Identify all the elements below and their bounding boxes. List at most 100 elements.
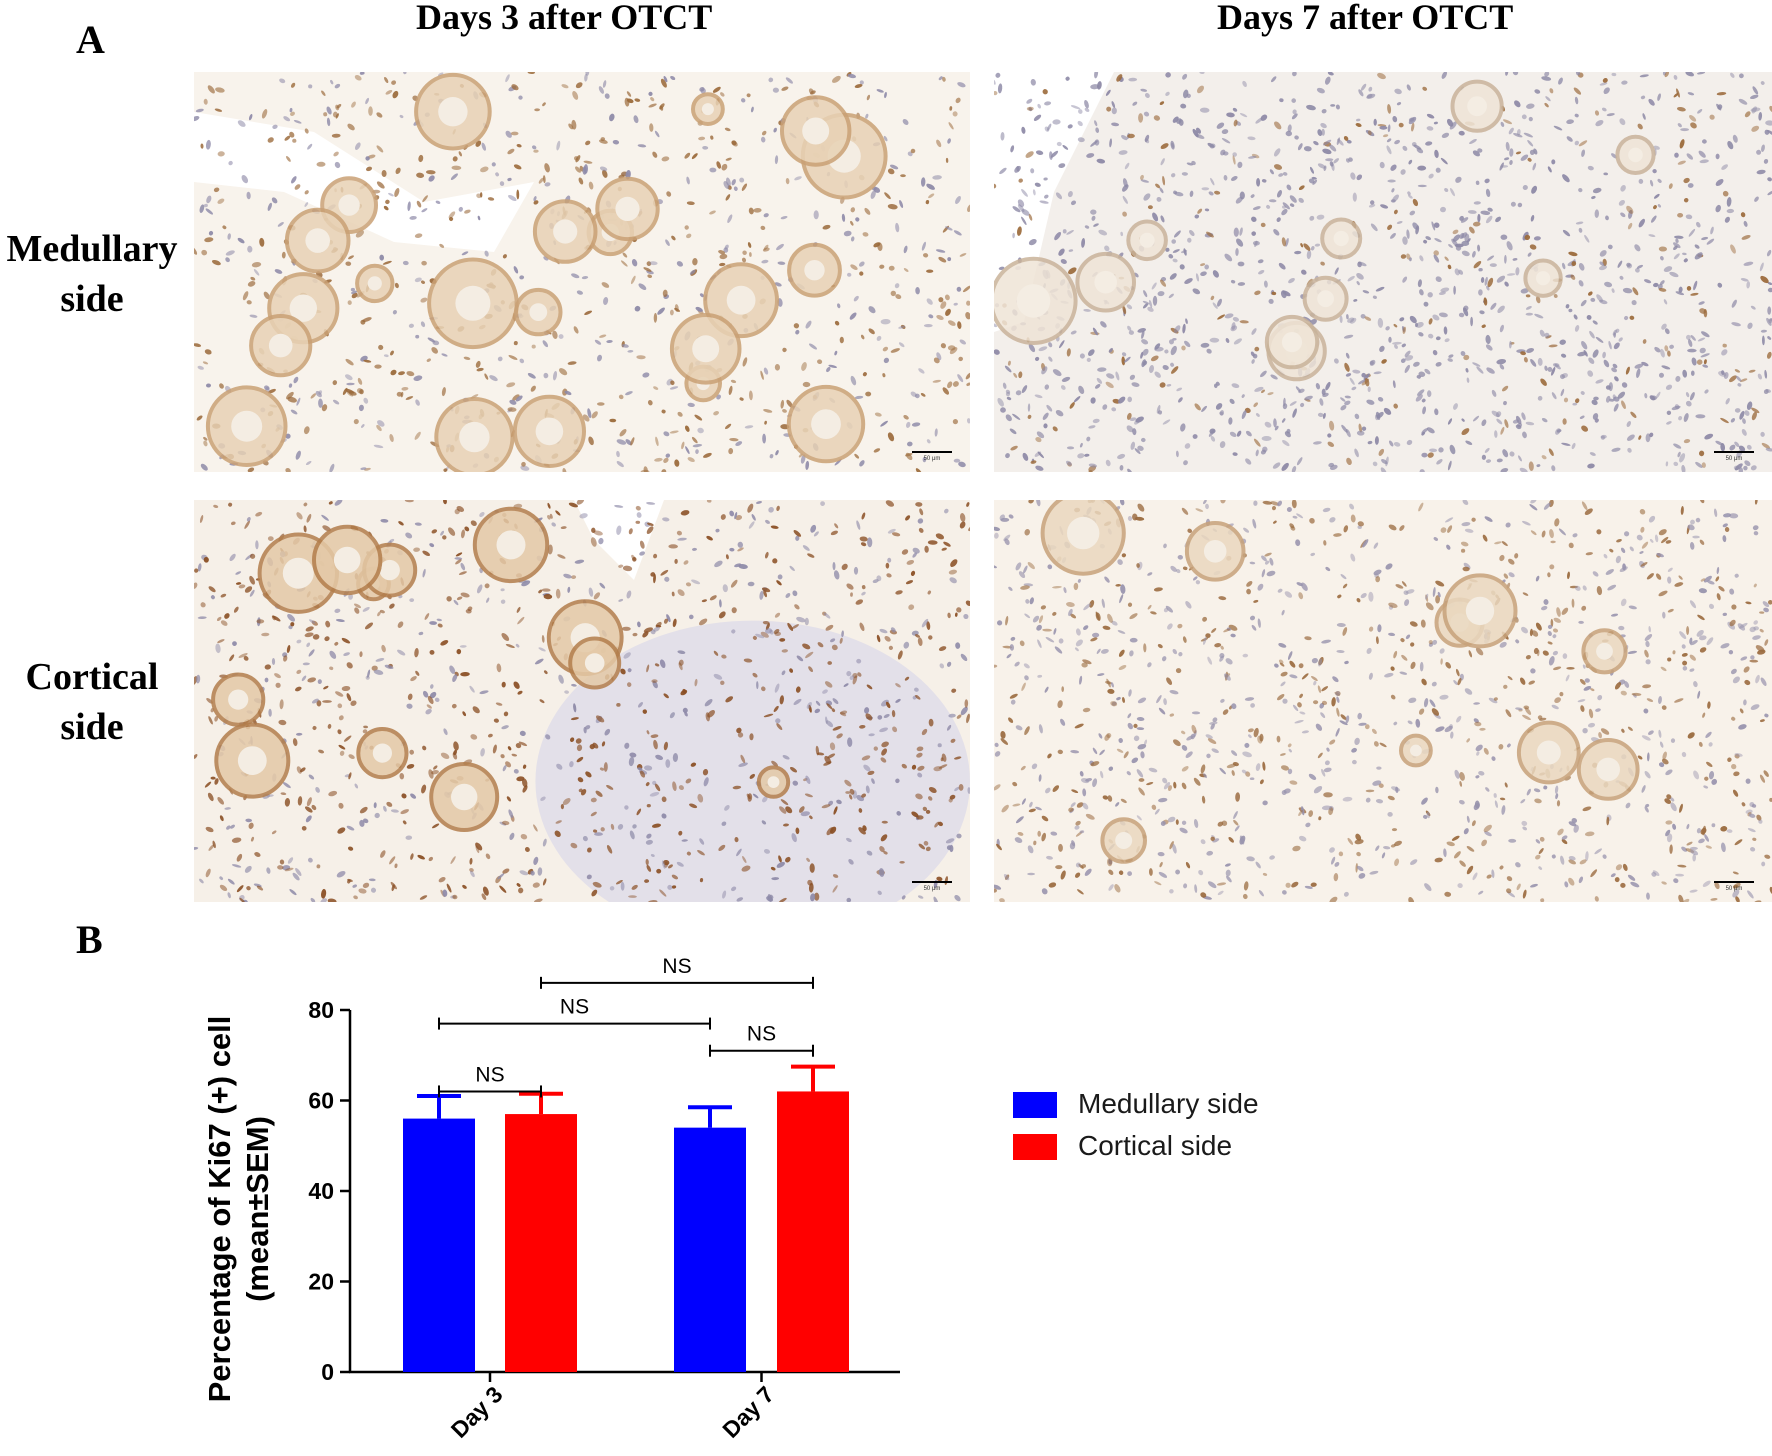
nucleus	[1528, 680, 1535, 685]
nucleus	[1622, 563, 1627, 571]
nucleus	[719, 599, 722, 608]
nucleus	[323, 685, 329, 690]
nucleus	[1405, 589, 1415, 594]
nucleus	[1533, 788, 1541, 793]
nucleus	[245, 818, 252, 823]
nucleus	[1659, 280, 1665, 286]
nucleus	[911, 764, 917, 770]
significance-bracket: NS	[540, 955, 814, 989]
row-heading-cortical-line1: Cortical	[25, 656, 159, 698]
nucleus	[1136, 815, 1142, 821]
nucleus	[722, 890, 727, 899]
nucleus	[1743, 261, 1754, 266]
nucleus	[1394, 858, 1400, 867]
nucleus	[1247, 728, 1254, 733]
nucleus	[1185, 601, 1192, 609]
nucleus	[249, 589, 255, 597]
nucleus	[1241, 410, 1247, 420]
nucleus	[1391, 786, 1401, 792]
nucleus	[1521, 114, 1527, 120]
nucleus	[310, 897, 316, 902]
row-heading-medullary: Medullary side	[0, 224, 184, 324]
nucleus	[1628, 209, 1633, 219]
nucleus	[1073, 396, 1081, 403]
nucleus	[872, 579, 879, 584]
nucleus	[217, 796, 225, 805]
nucleus	[1757, 373, 1763, 380]
cell-nuclei	[994, 72, 1772, 472]
nucleus	[599, 582, 606, 589]
nucleus	[723, 247, 729, 253]
nucleus	[847, 272, 852, 277]
nucleus	[1023, 663, 1030, 669]
nucleus	[1723, 513, 1732, 518]
nucleus	[1375, 636, 1379, 645]
nucleus	[1254, 386, 1264, 392]
nucleus	[1060, 259, 1067, 264]
follicle-oocyte	[338, 194, 360, 216]
nucleus	[1507, 743, 1511, 748]
nucleus	[760, 136, 766, 143]
nucleus	[994, 565, 997, 569]
nucleus	[584, 725, 591, 730]
nucleus	[627, 668, 632, 673]
nucleus	[1207, 656, 1213, 665]
nucleus	[1574, 113, 1579, 118]
nucleus	[1350, 553, 1356, 562]
nucleus	[890, 290, 896, 297]
nucleus	[615, 879, 623, 885]
nucleus	[1298, 185, 1305, 191]
nucleus	[324, 636, 330, 642]
nucleus	[1377, 396, 1384, 402]
nucleus	[1267, 392, 1274, 396]
nucleus	[1590, 869, 1598, 878]
nucleus	[1754, 196, 1759, 202]
nucleus	[1535, 296, 1541, 304]
nucleus	[1364, 316, 1372, 321]
nucleus	[1561, 372, 1568, 379]
nucleus	[1535, 854, 1541, 860]
nucleus	[1159, 861, 1163, 868]
nucleus	[1554, 518, 1560, 527]
nucleus	[1578, 620, 1584, 624]
nucleus	[1207, 738, 1217, 745]
nucleus	[1659, 741, 1664, 748]
nucleus	[1764, 854, 1771, 859]
follicle-oocyte	[372, 743, 392, 763]
nucleus	[592, 881, 602, 888]
nucleus	[1155, 183, 1161, 189]
nucleus	[430, 684, 434, 689]
nucleus	[1376, 411, 1384, 419]
nucleus	[1329, 161, 1334, 167]
nucleus	[353, 419, 359, 425]
nucleus	[1466, 738, 1471, 743]
nucleus	[1246, 588, 1252, 595]
nucleus	[1148, 868, 1153, 876]
nucleus	[495, 172, 499, 177]
nucleus	[414, 431, 421, 440]
nucleus	[1541, 455, 1547, 460]
nucleus	[512, 394, 520, 401]
nucleus	[1099, 749, 1105, 756]
nucleus	[1476, 366, 1484, 374]
nucleus	[1369, 359, 1376, 366]
nucleus	[1212, 717, 1218, 723]
nucleus	[1479, 727, 1486, 731]
nucleus	[1456, 715, 1462, 723]
nucleus	[938, 297, 944, 303]
nucleus	[654, 783, 661, 792]
nucleus	[322, 700, 332, 703]
nucleus	[422, 195, 428, 203]
nucleus	[1552, 650, 1558, 656]
nucleus	[1212, 838, 1220, 843]
nucleus	[967, 204, 970, 213]
nucleus	[1276, 735, 1281, 743]
nucleus	[1594, 110, 1600, 116]
nucleus	[945, 157, 949, 163]
nucleus	[1020, 765, 1026, 771]
nucleus	[1551, 159, 1556, 165]
nucleus	[1600, 728, 1610, 735]
bar-day-3-series-1	[505, 1114, 577, 1372]
nucleus	[392, 90, 399, 99]
nucleus	[1596, 529, 1602, 535]
